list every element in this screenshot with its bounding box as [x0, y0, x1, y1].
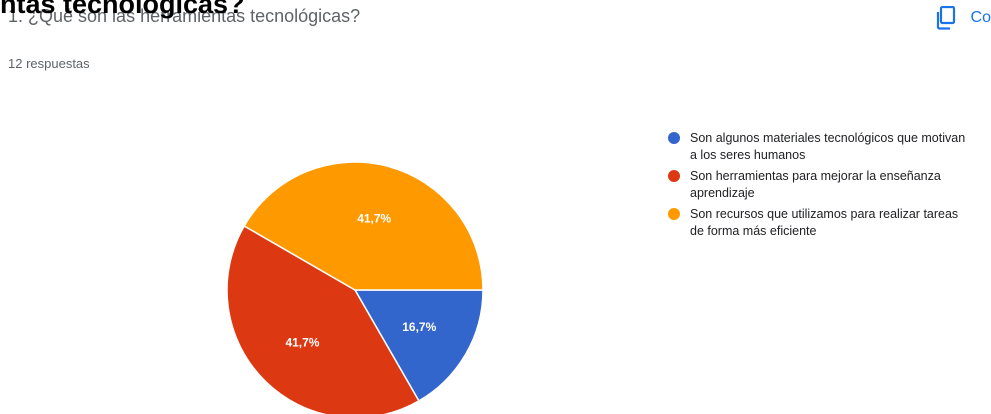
legend-item-2: Son herramientas para mejorar la enseñan…	[668, 168, 988, 202]
pie-slice-1	[353, 289, 484, 402]
pie-slice-label-2: 41,7%	[285, 335, 319, 349]
legend-label: Son algunos materiales tecnológicos que …	[690, 131, 966, 162]
copy-button-label: Co	[970, 9, 991, 26]
copy-icon	[935, 5, 957, 30]
pie-slice-2	[226, 224, 420, 414]
question-text: 1. ¿Qué son las herramientas tecnológica…	[8, 6, 361, 26]
legend-item-3: Son recursos que utilizamos para realiza…	[668, 206, 988, 240]
copy-chart-button[interactable]: Co	[935, 5, 991, 30]
legend-item-1: Son algunos materiales tecnológicos que …	[668, 130, 988, 164]
legend-swatch	[668, 170, 680, 182]
pie-slice-label-1: 16,7%	[402, 320, 436, 334]
pie-slice-label-3: 41,7%	[357, 211, 391, 225]
legend-label: Son recursos que utilizamos para realiza…	[690, 207, 959, 238]
page-title-overlay: ntas tecnológicas?	[0, 0, 245, 19]
chart-legend: Son algunos materiales tecnológicos que …	[668, 130, 988, 244]
response-count: 12 respuestas	[8, 56, 90, 71]
legend-swatch	[668, 132, 680, 144]
legend-swatch	[668, 208, 680, 220]
pie-slice-3	[243, 161, 484, 291]
legend-label: Son herramientas para mejorar la enseñan…	[690, 169, 941, 200]
